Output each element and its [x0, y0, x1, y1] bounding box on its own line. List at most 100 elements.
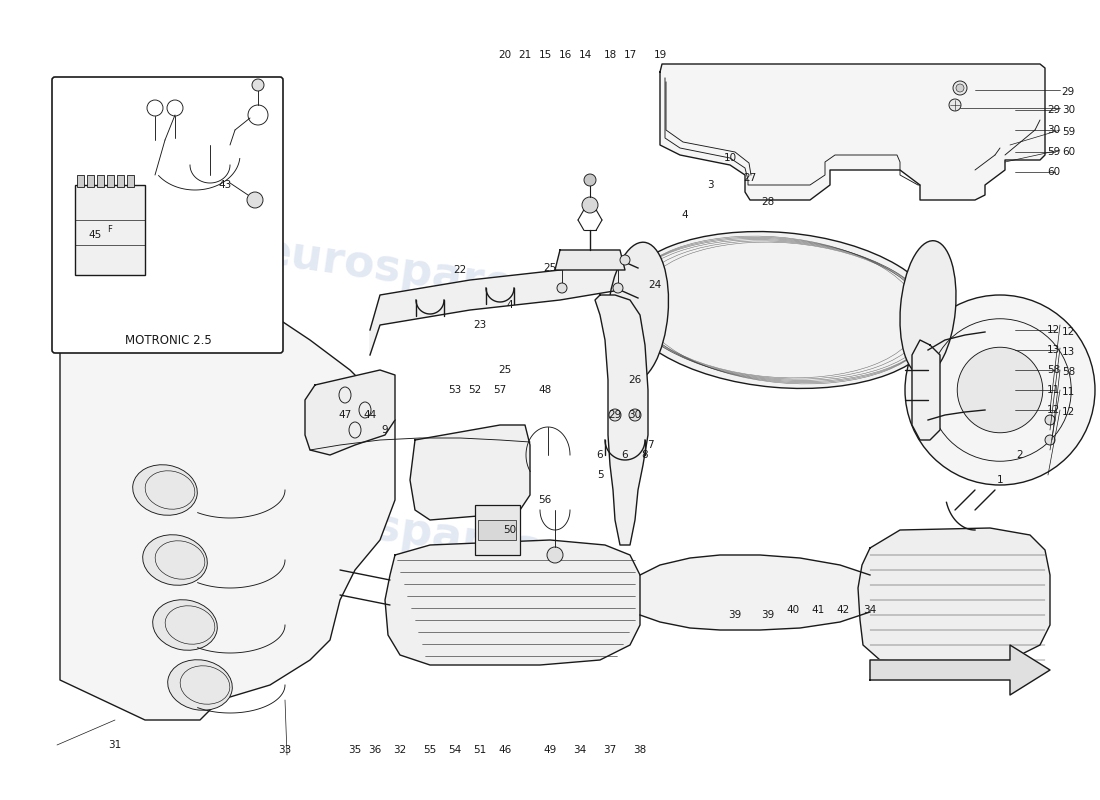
- Text: 59: 59: [1047, 147, 1060, 157]
- Text: 30: 30: [1062, 105, 1075, 115]
- Ellipse shape: [607, 242, 669, 382]
- Circle shape: [1045, 415, 1055, 425]
- Text: 25: 25: [543, 263, 557, 273]
- FancyBboxPatch shape: [52, 77, 283, 353]
- Text: 6: 6: [596, 450, 603, 460]
- Text: 12: 12: [1062, 407, 1075, 417]
- Text: 57: 57: [494, 385, 507, 395]
- Polygon shape: [385, 540, 640, 665]
- Text: 53: 53: [449, 385, 462, 395]
- Text: 29: 29: [1047, 105, 1060, 115]
- Bar: [117, 175, 124, 187]
- Circle shape: [905, 295, 1094, 485]
- Text: 50: 50: [504, 525, 517, 535]
- Text: 37: 37: [604, 745, 617, 755]
- Text: eurospares: eurospares: [257, 489, 542, 571]
- Text: 12: 12: [1047, 405, 1060, 415]
- Text: 42: 42: [836, 605, 849, 615]
- Circle shape: [957, 347, 1043, 433]
- Text: 23: 23: [473, 320, 486, 330]
- Text: 17: 17: [624, 50, 637, 60]
- Circle shape: [1045, 435, 1055, 445]
- Text: 11: 11: [1062, 387, 1075, 397]
- Circle shape: [252, 79, 264, 91]
- Text: 46: 46: [498, 745, 512, 755]
- Circle shape: [956, 84, 964, 92]
- Circle shape: [584, 174, 596, 186]
- Ellipse shape: [153, 600, 218, 650]
- Text: 2: 2: [1016, 450, 1023, 460]
- Circle shape: [629, 409, 641, 421]
- Circle shape: [609, 409, 622, 421]
- Polygon shape: [640, 555, 870, 630]
- Text: 30: 30: [1047, 125, 1060, 135]
- Text: 40: 40: [786, 605, 800, 615]
- Text: 43: 43: [219, 180, 232, 190]
- Text: 8: 8: [641, 450, 648, 460]
- Text: 14: 14: [579, 50, 592, 60]
- Text: 18: 18: [604, 50, 617, 60]
- Text: 22: 22: [453, 265, 466, 275]
- Circle shape: [557, 283, 566, 293]
- Text: 33: 33: [278, 745, 292, 755]
- Text: 27: 27: [744, 173, 757, 183]
- Text: 52: 52: [469, 385, 482, 395]
- Text: 32: 32: [394, 745, 407, 755]
- Text: 60: 60: [1062, 147, 1075, 157]
- Text: 58: 58: [1047, 365, 1060, 375]
- Text: 30: 30: [628, 410, 641, 420]
- Text: 24: 24: [648, 280, 661, 290]
- Circle shape: [582, 197, 598, 213]
- Text: 9: 9: [382, 425, 388, 435]
- Polygon shape: [60, 290, 395, 720]
- Text: 25: 25: [498, 365, 512, 375]
- Bar: [478, 520, 516, 540]
- Polygon shape: [556, 250, 625, 270]
- Text: 4: 4: [507, 300, 514, 310]
- Circle shape: [248, 192, 263, 208]
- Text: 48: 48: [538, 385, 551, 395]
- Bar: [97, 175, 104, 187]
- Text: 59: 59: [1062, 127, 1075, 137]
- Text: 12: 12: [1047, 325, 1060, 335]
- Text: 35: 35: [349, 745, 362, 755]
- Text: 31: 31: [109, 740, 122, 750]
- Text: 3: 3: [706, 180, 713, 190]
- Text: 6: 6: [621, 450, 628, 460]
- Text: 13: 13: [1047, 345, 1060, 355]
- Text: 49: 49: [543, 745, 557, 755]
- Polygon shape: [858, 528, 1050, 665]
- Text: 15: 15: [538, 50, 551, 60]
- Text: MOTRONIC 2.5: MOTRONIC 2.5: [124, 334, 211, 346]
- Text: 26: 26: [628, 375, 641, 385]
- Bar: [126, 175, 134, 187]
- Bar: [87, 175, 94, 187]
- Text: 60: 60: [1047, 167, 1060, 177]
- Text: 11: 11: [1047, 385, 1060, 395]
- Text: 56: 56: [538, 495, 551, 505]
- Circle shape: [620, 255, 630, 265]
- Text: 29: 29: [608, 410, 622, 420]
- Text: 29: 29: [1062, 87, 1075, 97]
- Bar: [475, 505, 520, 555]
- Text: 54: 54: [449, 745, 462, 755]
- Text: 12: 12: [1062, 327, 1075, 337]
- Text: 10: 10: [724, 153, 737, 163]
- Bar: [77, 175, 84, 187]
- Polygon shape: [370, 260, 638, 355]
- Text: 39: 39: [728, 610, 741, 620]
- Text: 39: 39: [761, 610, 774, 620]
- Circle shape: [949, 99, 961, 111]
- Polygon shape: [870, 645, 1050, 695]
- Text: 5: 5: [596, 470, 603, 480]
- Text: 34: 34: [573, 745, 586, 755]
- Text: 34: 34: [864, 605, 877, 615]
- Bar: [107, 175, 114, 187]
- Text: 7: 7: [647, 440, 653, 450]
- Text: 13: 13: [1062, 347, 1075, 357]
- Text: 4: 4: [682, 210, 689, 220]
- Text: 16: 16: [559, 50, 572, 60]
- Text: 45: 45: [88, 230, 101, 240]
- Text: 44: 44: [363, 410, 376, 420]
- Text: 28: 28: [761, 197, 774, 207]
